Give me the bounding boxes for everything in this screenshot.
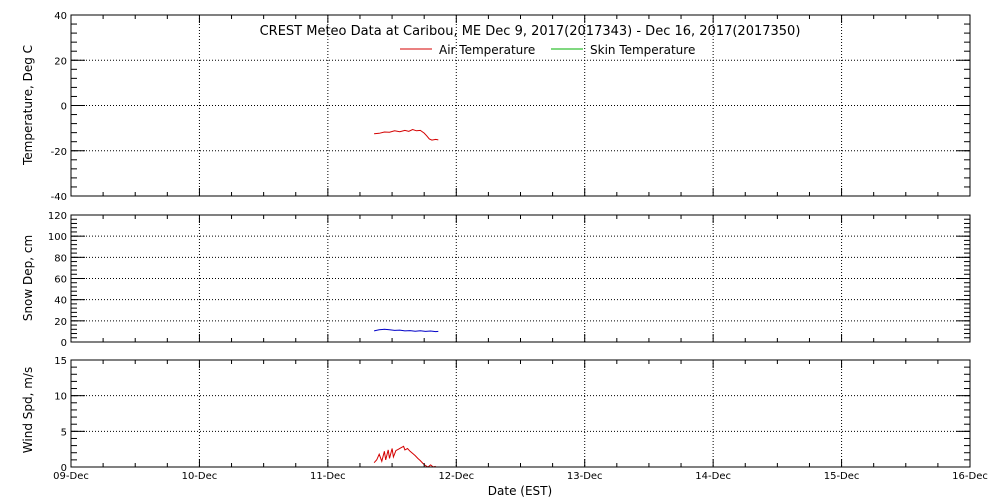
- snow-y-tick-label: 0: [61, 338, 67, 349]
- wind-axis-label: Wind Spd, m/s: [21, 367, 35, 453]
- grid-layer: [71, 15, 970, 467]
- snow-y-tick-label: 120: [48, 211, 67, 222]
- x-tick-label: 11-Dec: [310, 471, 346, 482]
- x-axis-label: Date (EST): [488, 484, 552, 498]
- x-tick-label: 10-Dec: [182, 471, 218, 482]
- x-tick-label: 09-Dec: [53, 471, 89, 482]
- chart-title: CREST Meteo Data at Caribou, ME Dec 9, 2…: [260, 24, 801, 39]
- frame-layer: [70, 14, 971, 468]
- temperature-series-air-temperature: [374, 128, 439, 141]
- temperature-y-tick-label: 20: [54, 56, 67, 67]
- x-tick-label: 14-Dec: [695, 471, 731, 482]
- snow-axis-label: Snow Dep, cm: [21, 235, 35, 321]
- wind-y-tick-label: 0: [61, 463, 67, 474]
- wind-panel-frame: [70, 359, 971, 468]
- wind-y-tick-label: 10: [54, 392, 67, 403]
- legend-skin-temperature-label: Skin Temperature: [590, 43, 695, 57]
- x-tick-label: 15-Dec: [824, 471, 860, 482]
- series-layer: [373, 128, 439, 468]
- x-tick-label: 13-Dec: [567, 471, 603, 482]
- temperature-y-tick-label: -40: [51, 192, 67, 203]
- snow-series-snow-depth: [373, 328, 439, 333]
- snow-y-tick-label: 40: [54, 296, 67, 307]
- wind-series-wind-speed: [373, 445, 436, 468]
- legend-air-temperature-label: Air Temperature: [439, 43, 535, 57]
- temperature-y-tick-label: -20: [51, 147, 67, 158]
- snow-y-tick-label: 100: [48, 232, 67, 243]
- temperature-y-tick-label: 0: [61, 102, 67, 113]
- x-tick-label: 16-Dec: [952, 471, 988, 482]
- snow-y-tick-label: 60: [54, 275, 67, 286]
- wind-y-tick-label: 15: [54, 356, 67, 367]
- temperature-panel-frame: [70, 14, 971, 197]
- temperature-axis-label: Temperature, Deg C: [21, 45, 35, 166]
- wind-y-tick-label: 5: [61, 427, 67, 438]
- snow-y-tick-label: 20: [54, 317, 67, 328]
- x-tick-label: 12-Dec: [438, 471, 474, 482]
- text-layer: CREST Meteo Data at Caribou, ME Dec 9, 2…: [21, 11, 988, 498]
- temperature-y-tick-label: 40: [54, 11, 67, 22]
- snow-panel-frame: [70, 214, 971, 343]
- snow-y-tick-label: 80: [54, 253, 67, 264]
